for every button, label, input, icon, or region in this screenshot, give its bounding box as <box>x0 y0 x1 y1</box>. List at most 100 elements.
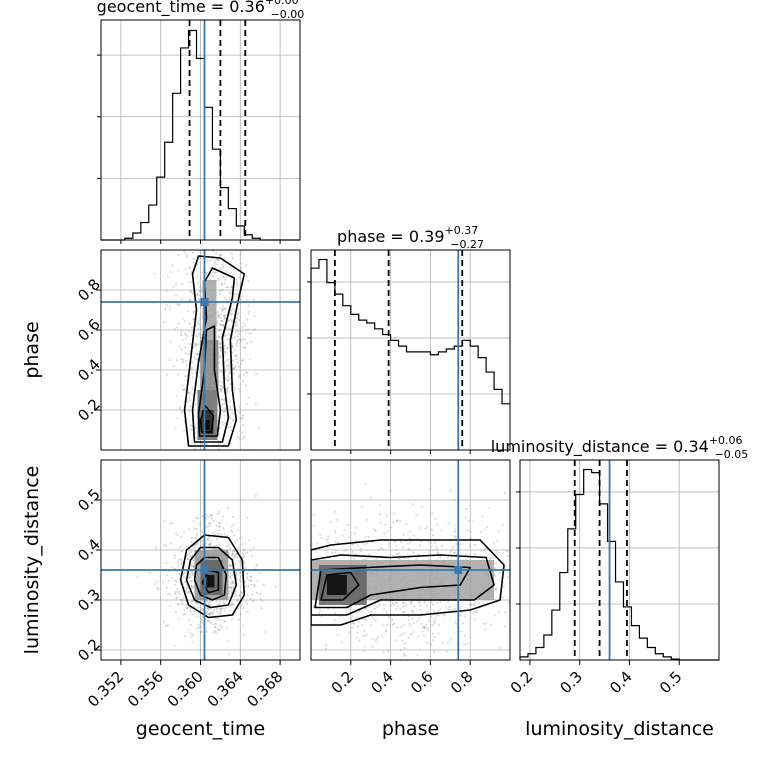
sample-point <box>222 527 225 530</box>
sample-point <box>177 254 180 257</box>
title-main: luminosity_distance = 0.34 <box>491 437 709 457</box>
sample-point <box>213 533 217 536</box>
sample-point <box>318 611 321 615</box>
sample-point <box>548 540 550 542</box>
sample-point <box>192 257 195 260</box>
sample-point <box>197 299 200 302</box>
sample-point <box>235 278 238 281</box>
sample-point <box>210 514 213 517</box>
sample-point <box>225 275 228 279</box>
sample-point <box>194 344 197 347</box>
sample-point <box>212 519 215 522</box>
sample-point <box>226 378 229 381</box>
sample-point <box>229 312 232 315</box>
sample-point <box>242 607 245 610</box>
sample-point <box>464 558 467 561</box>
sample-point <box>238 390 242 393</box>
sample-point <box>280 532 282 534</box>
sample-point <box>220 319 223 322</box>
sample-point <box>365 518 369 522</box>
sample-point <box>407 615 410 618</box>
sample-point <box>436 551 439 554</box>
sample-point <box>188 576 192 579</box>
sample-point <box>222 276 225 279</box>
sample-point <box>304 563 306 565</box>
sample-point <box>231 345 234 348</box>
sample-point <box>195 534 198 538</box>
sample-point <box>233 354 237 357</box>
sample-point <box>447 522 450 525</box>
xlabel-phase: phase <box>382 718 439 740</box>
sample-point <box>235 320 238 323</box>
sample-point <box>230 320 233 323</box>
sample-point <box>408 622 411 626</box>
sample-point <box>366 542 369 545</box>
sample-point <box>246 575 249 579</box>
sample-point <box>207 602 210 605</box>
sample-point <box>180 334 183 337</box>
sample-point <box>193 357 196 360</box>
sample-point <box>166 593 170 596</box>
sample-point <box>221 308 225 311</box>
sample-point <box>215 271 218 274</box>
sample-point <box>242 634 246 637</box>
sample-point <box>157 588 160 591</box>
sample-point <box>164 307 167 311</box>
sample-point <box>400 625 403 629</box>
sample-point <box>351 615 354 618</box>
sample-point <box>217 453 219 455</box>
ytick-label-luminosity_distance: 0.3 <box>74 585 104 615</box>
sample-point <box>218 602 221 606</box>
sample-point <box>191 393 194 397</box>
sample-point <box>184 337 187 340</box>
sample-point <box>432 638 435 642</box>
sample-point <box>237 546 240 550</box>
sample-point <box>216 320 219 323</box>
sample-point <box>245 329 248 332</box>
sample-point <box>212 466 214 468</box>
sample-point <box>420 622 423 626</box>
sample-point <box>238 560 241 563</box>
sample-point <box>385 514 388 517</box>
sample-point <box>468 545 472 548</box>
sample-point <box>185 607 188 610</box>
sample-point <box>250 340 253 344</box>
spine <box>310 459 511 661</box>
sample-point <box>387 615 390 619</box>
sample-point <box>387 650 390 653</box>
sample-point <box>501 596 504 599</box>
sample-point <box>215 303 219 306</box>
sample-point <box>212 250 215 253</box>
sample-point <box>403 623 406 626</box>
sample-point <box>266 551 268 553</box>
sample-point <box>409 633 413 636</box>
sample-point <box>209 523 212 526</box>
sample-point <box>188 572 192 575</box>
sample-point <box>451 547 454 550</box>
sample-point <box>230 342 233 346</box>
sample-point <box>356 631 359 634</box>
sample-point <box>216 263 219 266</box>
sample-point <box>223 407 226 410</box>
sample-point <box>391 602 394 605</box>
sample-point <box>201 543 205 546</box>
sample-point <box>473 610 476 613</box>
sample-point <box>211 275 214 278</box>
sample-point <box>165 624 168 627</box>
sample-point <box>189 632 192 635</box>
sample-point <box>192 610 195 613</box>
sample-point <box>189 290 192 293</box>
sample-point <box>167 580 170 583</box>
sample-point <box>402 602 405 605</box>
sample-point <box>212 608 216 611</box>
sample-point <box>220 323 224 327</box>
sample-point <box>190 424 193 427</box>
sample-point <box>453 530 457 533</box>
sample-point <box>385 610 388 614</box>
sample-point <box>223 314 226 318</box>
sample-point <box>484 622 487 625</box>
sample-point <box>429 643 433 646</box>
sample-point <box>190 579 193 582</box>
sample-point <box>189 390 192 394</box>
sample-point <box>449 638 453 641</box>
